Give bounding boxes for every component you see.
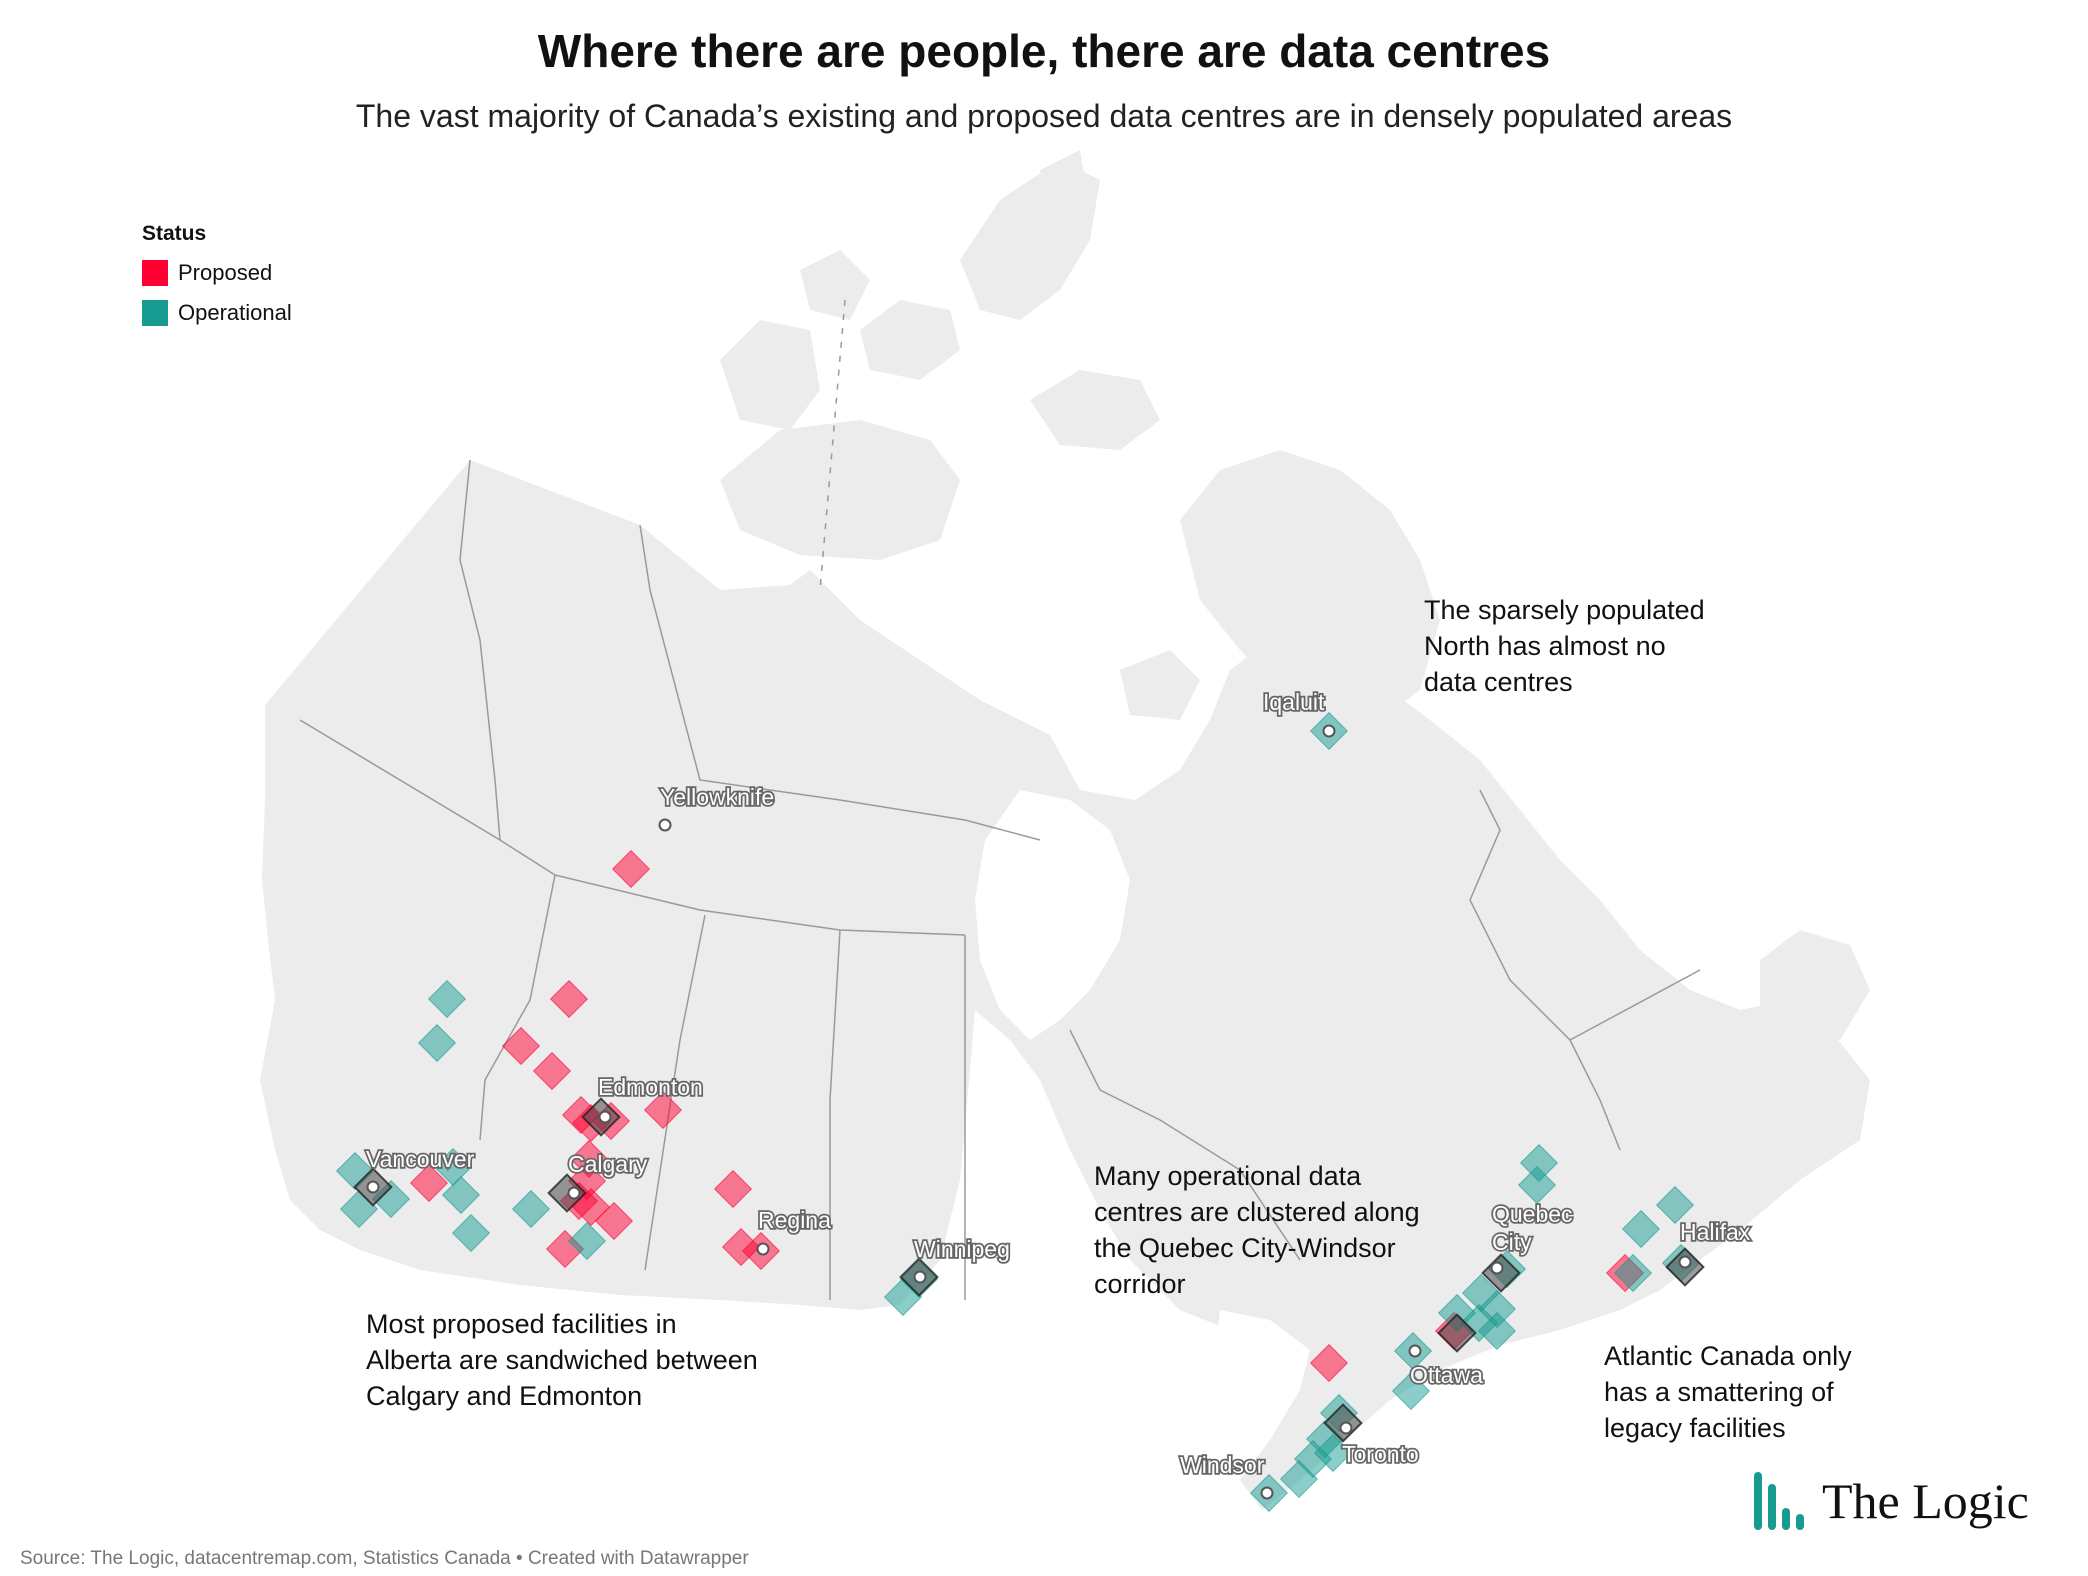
city-dot-regina — [756, 1242, 770, 1256]
marker-proposed — [611, 849, 651, 889]
chart-title: Where there are people, there are data c… — [537, 25, 1551, 77]
city-label-regina: Regina — [758, 1207, 831, 1233]
annotation-alberta: Most proposed facilities in Alberta are … — [366, 1309, 758, 1411]
city-label-winnipeg: Winnipeg — [914, 1236, 1010, 1262]
island-devon — [1030, 370, 1160, 450]
marker-proposed — [501, 1026, 541, 1066]
hudson-bay — [975, 790, 1130, 1040]
island-queen-elizabeth-1 — [860, 300, 960, 380]
marker-operational — [441, 1175, 481, 1215]
city-dot-windsor — [1260, 1486, 1274, 1500]
city-label-windsor: Windsor — [1180, 1452, 1265, 1478]
city-dot-halifax — [1678, 1255, 1692, 1269]
city-dots — [366, 724, 1692, 1500]
legend-item-proposed: Proposed — [142, 260, 292, 286]
island-queen-elizabeth-2 — [800, 250, 870, 320]
marker-operational — [1655, 1185, 1695, 1225]
marker-operational — [1519, 1143, 1559, 1183]
marker-operational — [451, 1213, 491, 1253]
city-dot-winnipeg — [913, 1270, 927, 1284]
logo-bars-icon — [1754, 1472, 1804, 1530]
annotation-corridor: Many operational data centres are cluste… — [1094, 1161, 1420, 1299]
city-label-ottawa: Ottawa — [1410, 1362, 1483, 1388]
marker-operational — [1613, 1253, 1653, 1293]
city-dot-ottawa — [1408, 1344, 1422, 1358]
marker-operational — [417, 1023, 457, 1063]
city-labels: Yellowknife Iqaluit Edmonton Calgary Van… — [364, 687, 1752, 1480]
marker-operational — [1279, 1459, 1319, 1499]
legend-label-proposed: Proposed — [178, 260, 273, 285]
island-banks — [720, 320, 820, 430]
island-northeast — [1040, 150, 1090, 240]
city-label-yellowknife: Yellowknife — [660, 784, 774, 810]
city-dot-iqaluit — [1322, 724, 1336, 738]
legend-swatch-proposed — [142, 260, 168, 286]
source-note: Source: The Logic, datacentremap.com, St… — [20, 1548, 749, 1569]
marker-proposed — [1309, 1343, 1349, 1383]
annotation-atlantic: Atlantic Canada only has a smattering of… — [1604, 1341, 1852, 1443]
legend-label-operational: Operational — [178, 300, 292, 325]
city-label-calgary: Calgary — [568, 1151, 648, 1177]
city-label-iqaluit: Iqaluit — [1263, 689, 1325, 715]
island-baffin — [1180, 450, 1440, 720]
brand-logo: The Logic — [1752, 1470, 2029, 1532]
marker-proposed — [569, 1139, 609, 1179]
legend: Status Proposed Operational — [142, 222, 292, 340]
chart-subtitle: The vast majority of Canada’s existing a… — [355, 98, 1733, 134]
great-lakes — [1215, 1310, 1310, 1410]
city-dot-quebec — [1490, 1261, 1504, 1275]
marker-operational — [511, 1189, 551, 1229]
marker-proposed — [549, 979, 589, 1019]
city-label-toronto: Toronto — [1342, 1441, 1419, 1467]
legend-swatch-operational — [142, 300, 168, 326]
city-dot-yellowknife — [658, 818, 672, 832]
city-dot-calgary — [567, 1186, 581, 1200]
marker-operational — [427, 979, 467, 1019]
marker-operational — [1621, 1209, 1661, 1249]
marker-proposed — [643, 1090, 683, 1130]
marker-operational — [567, 1221, 607, 1261]
city-dot-edmonton — [598, 1110, 612, 1124]
marker-overlap — [1437, 1313, 1477, 1353]
provincial-borders — [299, 299, 1701, 1300]
city-dot-toronto — [1339, 1421, 1353, 1435]
marker-operational — [1477, 1311, 1517, 1351]
marker-operational — [1517, 1165, 1557, 1205]
legend-item-operational: Operational — [142, 300, 292, 326]
marker-operational — [1391, 1371, 1431, 1411]
marker-operational — [433, 1147, 473, 1187]
marker-proposed — [532, 1051, 572, 1091]
city-label-vancouver: Vancouver — [366, 1146, 475, 1172]
marker-proposed — [409, 1163, 449, 1203]
city-label-quebec-city: Quebec City — [1492, 1201, 1573, 1255]
island-victoria — [720, 420, 960, 560]
legend-title: Status — [142, 222, 207, 245]
brand-name: The Logic — [1822, 1473, 2029, 1529]
marker-proposed — [713, 1169, 753, 1209]
city-label-halifax: Halifax — [1680, 1219, 1751, 1245]
annotation-north: The sparsely populated North has almost … — [1424, 595, 1705, 697]
marker-proposed — [594, 1201, 634, 1241]
island-southampton — [1120, 650, 1200, 720]
marker-operational — [1313, 1433, 1353, 1473]
city-label-edmonton: Edmonton — [598, 1074, 703, 1100]
island-newfoundland — [1760, 930, 1870, 1050]
island-vancouver — [290, 1090, 360, 1180]
city-dot-vancouver — [366, 1180, 380, 1194]
marker-overlap — [547, 1173, 587, 1213]
